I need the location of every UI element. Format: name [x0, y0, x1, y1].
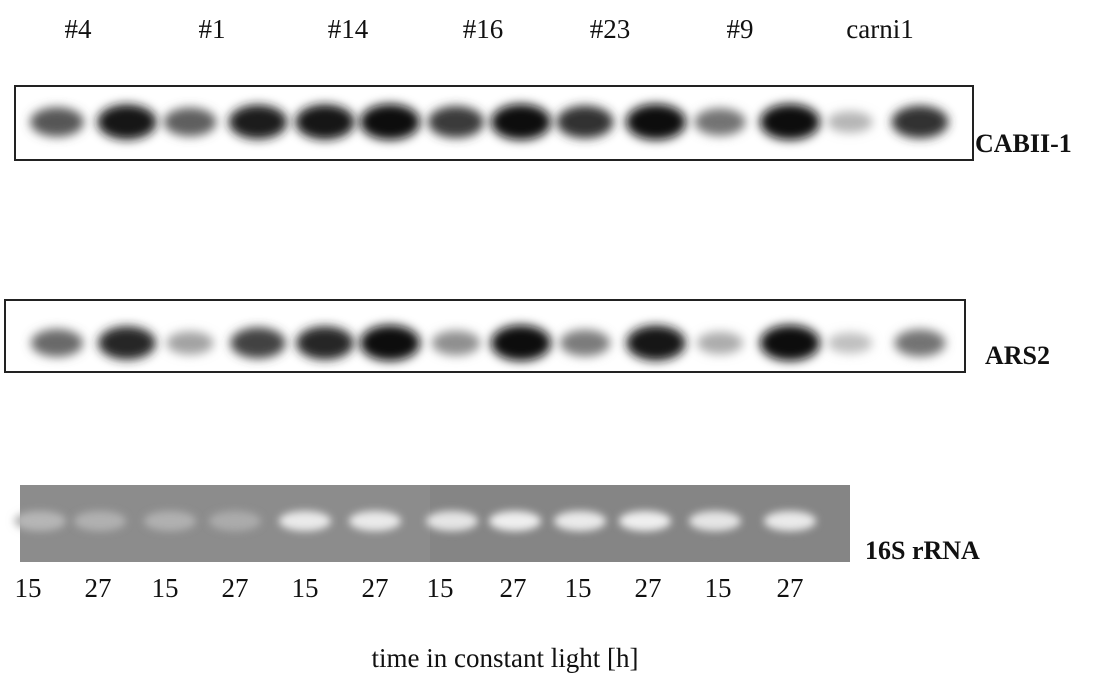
- time-label: 27: [222, 573, 249, 603]
- gel: [14, 485, 850, 562]
- band: [30, 107, 84, 137]
- caption: time in constant light [h]: [372, 643, 639, 673]
- band: [491, 104, 551, 140]
- gel-band: [279, 511, 331, 531]
- gel-band: [74, 511, 126, 531]
- gel-label: 16S rRNA: [865, 536, 980, 565]
- blot-ars2: [4, 299, 966, 373]
- band: [626, 104, 686, 140]
- band: [626, 325, 686, 361]
- gel-band: [209, 511, 261, 531]
- time-label: 27: [635, 573, 662, 603]
- band: [360, 325, 420, 361]
- band: [760, 325, 820, 361]
- gel-band: [14, 511, 66, 531]
- gel-band: [426, 511, 478, 531]
- blot-label: ARS2: [985, 341, 1050, 370]
- band: [894, 329, 946, 357]
- band: [694, 108, 746, 136]
- time-label: 27: [85, 573, 112, 603]
- band: [696, 331, 744, 355]
- gel-band: [619, 511, 671, 531]
- time-label: 15: [565, 573, 592, 603]
- time-label: 27: [777, 573, 804, 603]
- time-label: 15: [427, 573, 454, 603]
- time-label: 27: [362, 573, 389, 603]
- time-label: 15: [152, 573, 179, 603]
- band: [559, 329, 611, 357]
- band: [491, 325, 551, 361]
- group-label: #16: [463, 14, 504, 44]
- time-labels: 15 27 15 27 15 27 15 27 15 27 15 27: [15, 573, 804, 603]
- gel-band: [349, 511, 401, 531]
- blot-label: CABII-1: [975, 129, 1072, 158]
- time-label: 15: [15, 573, 42, 603]
- group-label: #9: [727, 14, 754, 44]
- gel-band: [689, 511, 741, 531]
- group-label: #1: [199, 14, 226, 44]
- blot-cabii: [14, 85, 974, 161]
- band: [428, 106, 484, 138]
- band: [31, 329, 83, 357]
- time-label: 15: [705, 573, 732, 603]
- time-label: 27: [500, 573, 527, 603]
- band: [166, 331, 214, 355]
- gel-band: [144, 511, 196, 531]
- band: [760, 104, 820, 140]
- band: [360, 104, 420, 140]
- band: [891, 105, 949, 139]
- band: [97, 104, 157, 140]
- group-label: #14: [328, 14, 369, 44]
- group-label: #4: [65, 14, 93, 44]
- band: [228, 104, 288, 140]
- gel-band: [764, 511, 816, 531]
- gel-band: [554, 511, 606, 531]
- time-label: 15: [292, 573, 319, 603]
- band: [556, 105, 614, 139]
- lane-groups: #4 #1 #14 #16 #23 #9 carni1: [65, 14, 914, 44]
- band: [296, 326, 354, 360]
- band: [295, 104, 355, 140]
- band: [827, 111, 873, 133]
- band: [431, 330, 481, 356]
- band: [163, 107, 217, 137]
- gel-band: [489, 511, 541, 531]
- group-label: carni1: [846, 14, 913, 44]
- group-label: #23: [590, 14, 631, 44]
- band: [230, 327, 286, 359]
- band: [98, 326, 156, 360]
- band: [827, 332, 873, 354]
